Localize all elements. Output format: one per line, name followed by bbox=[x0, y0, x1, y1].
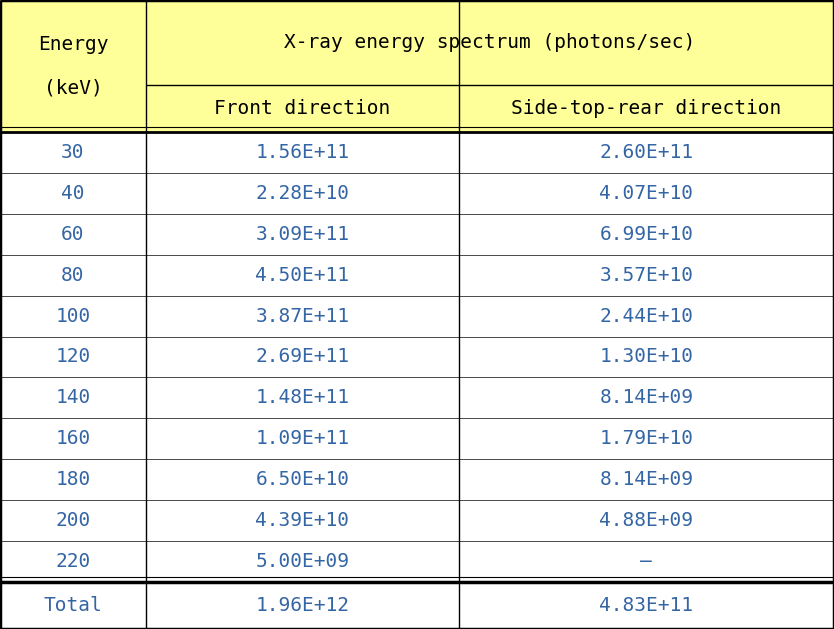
Bar bbox=[0, 296, 146, 337]
Text: 1.96E+12: 1.96E+12 bbox=[255, 596, 349, 615]
Text: Side-top-rear direction: Side-top-rear direction bbox=[511, 99, 781, 118]
Text: X-ray energy spectrum (photons/sec): X-ray energy spectrum (photons/sec) bbox=[284, 33, 696, 52]
Bar bbox=[146, 173, 459, 214]
Bar bbox=[146, 0, 834, 85]
Bar bbox=[0, 0, 146, 132]
Text: 60: 60 bbox=[61, 225, 85, 244]
Bar bbox=[0, 418, 146, 459]
Text: 140: 140 bbox=[55, 388, 91, 408]
Bar bbox=[459, 500, 834, 541]
Bar bbox=[146, 377, 459, 418]
Text: 160: 160 bbox=[55, 429, 91, 448]
Bar bbox=[0, 132, 146, 173]
Text: 40: 40 bbox=[61, 184, 85, 203]
Text: –: – bbox=[641, 552, 652, 571]
Text: 30: 30 bbox=[61, 143, 85, 162]
Text: 8.14E+09: 8.14E+09 bbox=[600, 470, 693, 489]
Bar bbox=[459, 173, 834, 214]
Text: 3.57E+10: 3.57E+10 bbox=[600, 265, 693, 285]
Text: Front direction: Front direction bbox=[214, 99, 390, 118]
Text: 4.39E+10: 4.39E+10 bbox=[255, 511, 349, 530]
Bar bbox=[459, 418, 834, 459]
Bar bbox=[459, 337, 834, 377]
Bar bbox=[0, 255, 146, 296]
Bar bbox=[0, 459, 146, 500]
Bar bbox=[0, 377, 146, 418]
Bar bbox=[459, 541, 834, 582]
Text: 1.56E+11: 1.56E+11 bbox=[255, 143, 349, 162]
Text: 1.48E+11: 1.48E+11 bbox=[255, 388, 349, 408]
Text: 6.99E+10: 6.99E+10 bbox=[600, 225, 693, 244]
Bar bbox=[0, 582, 146, 629]
Text: 220: 220 bbox=[55, 552, 91, 571]
Bar bbox=[0, 500, 146, 541]
Text: 3.09E+11: 3.09E+11 bbox=[255, 225, 349, 244]
Bar bbox=[146, 337, 459, 377]
Text: 6.50E+10: 6.50E+10 bbox=[255, 470, 349, 489]
Text: 5.00E+09: 5.00E+09 bbox=[255, 552, 349, 571]
Text: 4.07E+10: 4.07E+10 bbox=[600, 184, 693, 203]
Bar bbox=[459, 214, 834, 255]
Text: 200: 200 bbox=[55, 511, 91, 530]
Bar bbox=[146, 214, 459, 255]
Text: 2.60E+11: 2.60E+11 bbox=[600, 143, 693, 162]
Bar bbox=[146, 582, 459, 629]
Bar bbox=[146, 85, 459, 132]
Bar bbox=[0, 541, 146, 582]
Text: Energy

(keV): Energy (keV) bbox=[38, 35, 108, 97]
Bar bbox=[146, 296, 459, 337]
Text: 2.69E+11: 2.69E+11 bbox=[255, 347, 349, 367]
Bar bbox=[459, 459, 834, 500]
Text: 2.44E+10: 2.44E+10 bbox=[600, 306, 693, 326]
Bar bbox=[459, 296, 834, 337]
Bar bbox=[146, 541, 459, 582]
Text: 120: 120 bbox=[55, 347, 91, 367]
Bar bbox=[146, 459, 459, 500]
Text: 1.79E+10: 1.79E+10 bbox=[600, 429, 693, 448]
Text: 3.87E+11: 3.87E+11 bbox=[255, 306, 349, 326]
Text: 1.09E+11: 1.09E+11 bbox=[255, 429, 349, 448]
Bar bbox=[146, 255, 459, 296]
Bar bbox=[459, 132, 834, 173]
Bar bbox=[459, 255, 834, 296]
Text: 2.28E+10: 2.28E+10 bbox=[255, 184, 349, 203]
Text: 4.88E+09: 4.88E+09 bbox=[600, 511, 693, 530]
Bar bbox=[459, 582, 834, 629]
Bar bbox=[459, 85, 834, 132]
Text: 4.50E+11: 4.50E+11 bbox=[255, 265, 349, 285]
Text: 180: 180 bbox=[55, 470, 91, 489]
Bar bbox=[146, 500, 459, 541]
Bar bbox=[146, 418, 459, 459]
Bar bbox=[0, 173, 146, 214]
Text: Total: Total bbox=[43, 596, 103, 615]
Text: 8.14E+09: 8.14E+09 bbox=[600, 388, 693, 408]
Bar bbox=[146, 132, 459, 173]
Text: 1.30E+10: 1.30E+10 bbox=[600, 347, 693, 367]
Text: 100: 100 bbox=[55, 306, 91, 326]
Text: 80: 80 bbox=[61, 265, 85, 285]
Text: 4.83E+11: 4.83E+11 bbox=[600, 596, 693, 615]
Bar bbox=[0, 337, 146, 377]
Bar bbox=[459, 377, 834, 418]
Bar bbox=[0, 214, 146, 255]
